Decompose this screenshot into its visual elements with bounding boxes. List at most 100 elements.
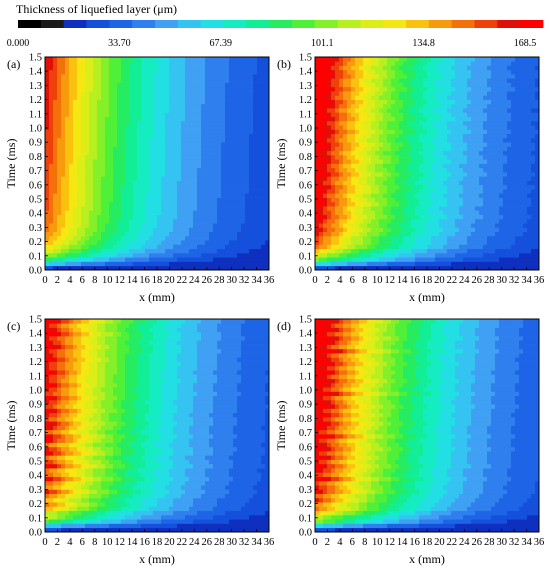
heatmap-cell [125, 240, 130, 245]
heatmap-cell [511, 206, 516, 211]
y-tick-label: 1.3 [29, 81, 42, 92]
heatmap-cell [351, 257, 356, 262]
heatmap-cell [419, 116, 424, 122]
heatmap-cell [479, 146, 484, 152]
heatmap-cell [323, 231, 328, 237]
heatmap-cell [431, 252, 436, 258]
heatmap-cell [535, 189, 540, 194]
heatmap-cell [133, 125, 138, 130]
heatmap-cell [193, 172, 198, 177]
heatmap-cell [459, 125, 464, 130]
heatmap-cell [471, 159, 476, 164]
heatmap-cell [145, 214, 150, 220]
heatmap-cell [467, 184, 472, 190]
heatmap-cell [527, 172, 532, 177]
heatmap-cell [105, 120, 110, 126]
heatmap-cell [181, 108, 186, 113]
heatmap-cell [459, 206, 464, 211]
heatmap-cell [145, 112, 150, 117]
heatmap-cell [379, 201, 384, 207]
heatmap-cell [129, 257, 134, 262]
heatmap-cell [221, 252, 226, 258]
heatmap-cell [109, 176, 114, 181]
heatmap-cell [491, 201, 496, 207]
heatmap-cell [483, 240, 488, 245]
heatmap-cell [265, 159, 270, 164]
heatmap-cell [315, 112, 320, 117]
heatmap-cell [339, 172, 344, 177]
heatmap-cell [253, 180, 258, 186]
heatmap-cell [495, 252, 500, 258]
heatmap-cell [367, 163, 372, 169]
colorbar-tick-label: 0.000 [7, 38, 30, 49]
heatmap-cell [101, 163, 106, 169]
heatmap-cell [193, 227, 198, 233]
heatmap-cell [319, 261, 324, 267]
heatmap-cell [327, 163, 332, 169]
heatmap-cell [503, 163, 508, 169]
colorbar-tick-label: 168.5 [514, 38, 537, 49]
heatmap-cell [177, 223, 182, 228]
heatmap-cell [335, 189, 340, 194]
heatmap-cell [197, 137, 202, 143]
heatmap-cell [261, 57, 266, 62]
heatmap-cell [439, 244, 444, 250]
heatmap-cell [237, 103, 242, 109]
heatmap-cell [45, 146, 50, 152]
heatmap-cell [121, 129, 126, 135]
heatmap-cell [229, 210, 234, 215]
heatmap-cell [69, 180, 74, 186]
heatmap-cell [205, 150, 210, 156]
heatmap-cell [233, 231, 238, 237]
heatmap-cell [347, 252, 352, 258]
heatmap-cell [129, 227, 134, 233]
heatmap-cell [367, 133, 372, 139]
heatmap-cell [65, 137, 70, 143]
heatmap-cell [253, 74, 258, 79]
heatmap-cell [49, 125, 54, 130]
heatmap-cell [205, 257, 210, 262]
heatmap-cell [145, 57, 150, 62]
heatmap-cell [69, 133, 74, 139]
heatmap-cell [197, 91, 202, 96]
heatmap-cell [145, 248, 150, 254]
heatmap-cell [97, 240, 102, 245]
heatmap-cell [69, 120, 74, 126]
heatmap-cell [451, 210, 456, 215]
heatmap-cell [523, 201, 528, 207]
heatmap-cell [439, 125, 444, 130]
heatmap-cell [53, 206, 58, 211]
heatmap-cell [419, 159, 424, 164]
heatmap-cell [315, 180, 320, 186]
heatmap-cell [383, 154, 388, 160]
heatmap-cell [475, 235, 480, 241]
heatmap-cell [403, 125, 408, 130]
heatmap-cell [527, 159, 532, 164]
heatmap-cell [73, 91, 78, 96]
heatmap-cell [149, 227, 154, 233]
heatmap-cell [519, 112, 524, 117]
heatmap-cell [515, 214, 520, 220]
heatmap-cell [129, 95, 134, 100]
heatmap-cell [109, 172, 114, 177]
heatmap-cell [467, 265, 472, 271]
heatmap-cell [435, 167, 440, 173]
heatmap-cell [65, 120, 70, 126]
heatmap-cell [237, 154, 242, 160]
heatmap-cell [331, 154, 336, 160]
heatmap-cell [109, 261, 114, 267]
heatmap-cell [527, 176, 532, 181]
heatmap-cell [315, 231, 320, 237]
heatmap-cell [491, 206, 496, 211]
heatmap-cell [177, 142, 182, 147]
heatmap-cell [419, 244, 424, 250]
heatmap-cell [415, 189, 420, 194]
heatmap-cell [343, 167, 348, 173]
heatmap-cell [237, 150, 242, 156]
heatmap-cell [189, 91, 194, 96]
heatmap-cell [249, 125, 254, 130]
heatmap-cell [141, 223, 146, 228]
heatmap-cell [129, 57, 134, 62]
heatmap-cell [61, 252, 66, 258]
heatmap-cell [193, 146, 198, 152]
